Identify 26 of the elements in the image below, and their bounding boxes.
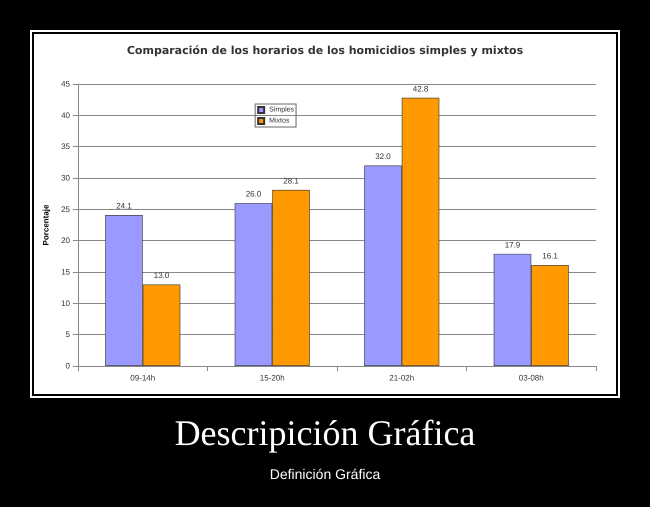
y-tick-label: 45	[61, 80, 71, 88]
data-label: 28.1	[283, 176, 300, 186]
y-tick-label: 15	[61, 268, 71, 276]
y-tick-label: 25	[61, 204, 71, 214]
data-label: 26.0	[246, 190, 262, 199]
y-tick-label: 40	[61, 110, 71, 120]
x-tick-label: 21-02h	[389, 374, 414, 382]
x-tick-label: 09-14h	[130, 374, 156, 382]
chart-title: Comparación de los horarios de los homicidios simples y mixtos	[126, 44, 524, 57]
data-label: 42.8	[412, 84, 429, 94]
data-label: 16.1	[542, 252, 558, 261]
y-tick-label: 10	[61, 298, 71, 308]
y-tick-label: 20	[61, 236, 71, 246]
data-label: 32.0	[375, 152, 392, 161]
y-tick-label: 30	[61, 174, 71, 182]
x-tick-label: 15-20h	[260, 374, 285, 382]
text: Descripición Gráfica	[174, 412, 476, 454]
x-tick-label: 03-08h	[518, 374, 544, 382]
data-label: 17.9	[504, 240, 521, 250]
text: Definición Gráfica	[268, 466, 382, 482]
data-label: 24.1	[116, 201, 132, 210]
data-label: 13.0	[154, 271, 170, 280]
y-tick-label: 5	[66, 330, 71, 340]
y-axis-title: Porcentaje	[42, 204, 50, 246]
y-tick-label: 35	[61, 142, 71, 152]
y-tick-label: 0	[66, 362, 71, 370]
